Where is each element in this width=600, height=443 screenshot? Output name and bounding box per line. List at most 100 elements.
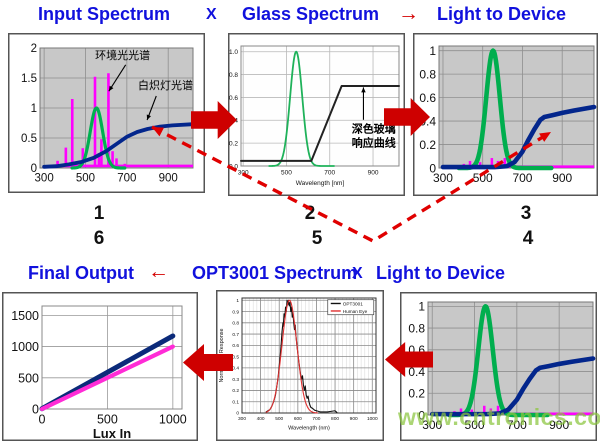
svg-text:900: 900 (350, 416, 358, 422)
opt3001-spectrum-plot: 300 400 500 600 700 800 900 1000 0 0.1 0.2 0.3 0.4 0.… (216, 290, 384, 441)
glass-spectrum-plot: 300 500 700 900 0.0 0.2 0.4 0.6 0.8 1.0 Wavelength… (228, 33, 405, 196)
svg-text:0.8: 0.8 (232, 321, 239, 327)
svg-text:Human Eye: Human Eye (343, 309, 368, 314)
svg-text:Wavelength (nm): Wavelength (nm) (288, 425, 330, 431)
svg-text:700: 700 (117, 173, 136, 185)
multiply-operator-top: X (206, 6, 217, 23)
svg-text:0.2: 0.2 (408, 387, 425, 401)
svg-text:Lux In: Lux In (93, 426, 131, 441)
step-number-6: 6 (93, 228, 105, 249)
step-number-3: 3 (520, 203, 532, 224)
svg-text:300: 300 (433, 171, 453, 185)
svg-text:500: 500 (97, 413, 118, 427)
chart-opt3001-spectrum: 300 400 500 600 700 800 900 1000 0 0.1 0.2 0.3 0.4 0.… (216, 290, 384, 441)
svg-text:深色玻璃: 深色玻璃 (352, 122, 396, 136)
svg-text:1.0: 1.0 (229, 49, 238, 56)
svg-text:0.6: 0.6 (232, 343, 239, 349)
svg-text:400: 400 (257, 416, 265, 422)
chart-final-output: 0 500 1000 0 500 1000 1500 Lux In (2, 292, 198, 441)
svg-text:0.5: 0.5 (21, 133, 37, 145)
svg-text:0: 0 (429, 161, 436, 175)
chart-glass-spectrum: 300 500 700 900 0.0 0.2 0.4 0.6 0.8 1.0 Wavelength… (228, 33, 405, 196)
svg-text:环境光光谱: 环境光光谱 (95, 48, 150, 62)
svg-text:1: 1 (429, 44, 436, 58)
svg-text:1: 1 (31, 103, 37, 115)
svg-text:0.7: 0.7 (232, 332, 239, 338)
svg-text:700: 700 (507, 418, 527, 432)
svg-text:0: 0 (39, 413, 46, 427)
svg-text:900: 900 (549, 418, 569, 432)
light-to-device-bottom-plot: 300 500 700 900 0 0.2 0.4 0.6 0.8 1 (400, 292, 597, 441)
svg-text:1: 1 (236, 298, 239, 304)
svg-text:300: 300 (238, 170, 249, 177)
svg-text:800: 800 (331, 416, 339, 422)
step-number-4: 4 (522, 228, 534, 249)
svg-text:300: 300 (238, 416, 246, 422)
svg-text:0.5: 0.5 (232, 354, 239, 360)
chart-light-to-device-top: 300 500 700 900 0 0.2 0.4 0.6 0.8 1 (413, 33, 598, 196)
svg-text:900: 900 (159, 173, 178, 185)
title-input-spectrum: Input Spectrum (38, 4, 171, 24)
step-number-2: 2 (304, 203, 316, 224)
svg-text:0.2: 0.2 (419, 138, 436, 152)
left-arrow-icon: ← (148, 260, 169, 283)
svg-text:0.4: 0.4 (229, 118, 238, 125)
svg-text:1000: 1000 (11, 340, 39, 354)
svg-text:0.8: 0.8 (229, 72, 238, 79)
svg-text:0.2: 0.2 (229, 140, 238, 147)
svg-text:500: 500 (465, 418, 485, 432)
chart-input-spectrum: 300 500 700 900 0 0.5 1 1.5 2 环境光光谱 白炽灯光谱 (8, 33, 205, 193)
svg-text:响应曲线: 响应曲线 (352, 136, 396, 150)
svg-text:900: 900 (368, 170, 379, 177)
final-output-plot: 0 500 1000 0 500 1000 1500 Lux In (2, 292, 198, 441)
svg-text:0.8: 0.8 (408, 321, 425, 335)
svg-text:0.4: 0.4 (232, 366, 239, 372)
step-number-5: 5 (311, 228, 323, 249)
svg-text:700: 700 (324, 170, 335, 177)
svg-text:1500: 1500 (11, 309, 39, 323)
svg-text:500: 500 (281, 170, 292, 177)
svg-text:700: 700 (312, 416, 320, 422)
title-final-output: Final Output (28, 263, 134, 283)
right-arrow-icon: → (398, 2, 419, 25)
svg-text:500: 500 (18, 371, 39, 385)
svg-text:0: 0 (418, 408, 425, 422)
svg-text:0.2: 0.2 (232, 388, 239, 394)
svg-text:900: 900 (552, 171, 572, 185)
svg-text:1.5: 1.5 (21, 73, 37, 85)
svg-text:0.3: 0.3 (232, 377, 239, 383)
svg-text:500: 500 (473, 171, 493, 185)
svg-text:600: 600 (294, 416, 302, 422)
svg-text:300: 300 (422, 418, 442, 432)
svg-text:0.4: 0.4 (408, 365, 425, 379)
chart-light-to-device-bottom: 300 500 700 900 0 0.2 0.4 0.6 0.8 1 (400, 292, 597, 441)
svg-text:500: 500 (275, 416, 283, 422)
svg-text:0: 0 (32, 403, 39, 417)
svg-text:1000: 1000 (159, 413, 187, 427)
svg-text:0.1: 0.1 (232, 399, 239, 405)
svg-text:1000: 1000 (367, 416, 378, 422)
svg-text:700: 700 (512, 171, 532, 185)
svg-text:0.6: 0.6 (229, 95, 238, 102)
svg-text:0.0: 0.0 (229, 163, 238, 170)
watermark: www.cntronics.com (398, 404, 600, 430)
svg-text:Wavelength [nm]: Wavelength [nm] (296, 180, 345, 187)
title-glass-spectrum: Glass Spectrum (242, 4, 380, 24)
title-opt3001-spectrum: OPT3001 Spectrum (192, 263, 358, 283)
svg-text:0.9: 0.9 (232, 309, 239, 315)
step-number-1: 1 (93, 203, 105, 224)
svg-text:300: 300 (35, 173, 54, 185)
svg-text:0.6: 0.6 (408, 343, 425, 357)
light-to-device-top-plot: 300 500 700 900 0 0.2 0.4 0.6 0.8 1 (413, 33, 598, 196)
title-light-to-device-bottom: Light to Device (376, 263, 506, 283)
svg-text:2: 2 (31, 43, 37, 55)
svg-text:0.8: 0.8 (419, 67, 436, 81)
svg-text:0.4: 0.4 (419, 114, 436, 128)
multiply-operator-bottom: X (352, 265, 363, 282)
svg-text:OPT3001: OPT3001 (343, 301, 363, 306)
svg-text:Normalized Response: Normalized Response (219, 328, 225, 382)
svg-text:0: 0 (236, 411, 239, 417)
svg-text:1: 1 (418, 300, 425, 314)
